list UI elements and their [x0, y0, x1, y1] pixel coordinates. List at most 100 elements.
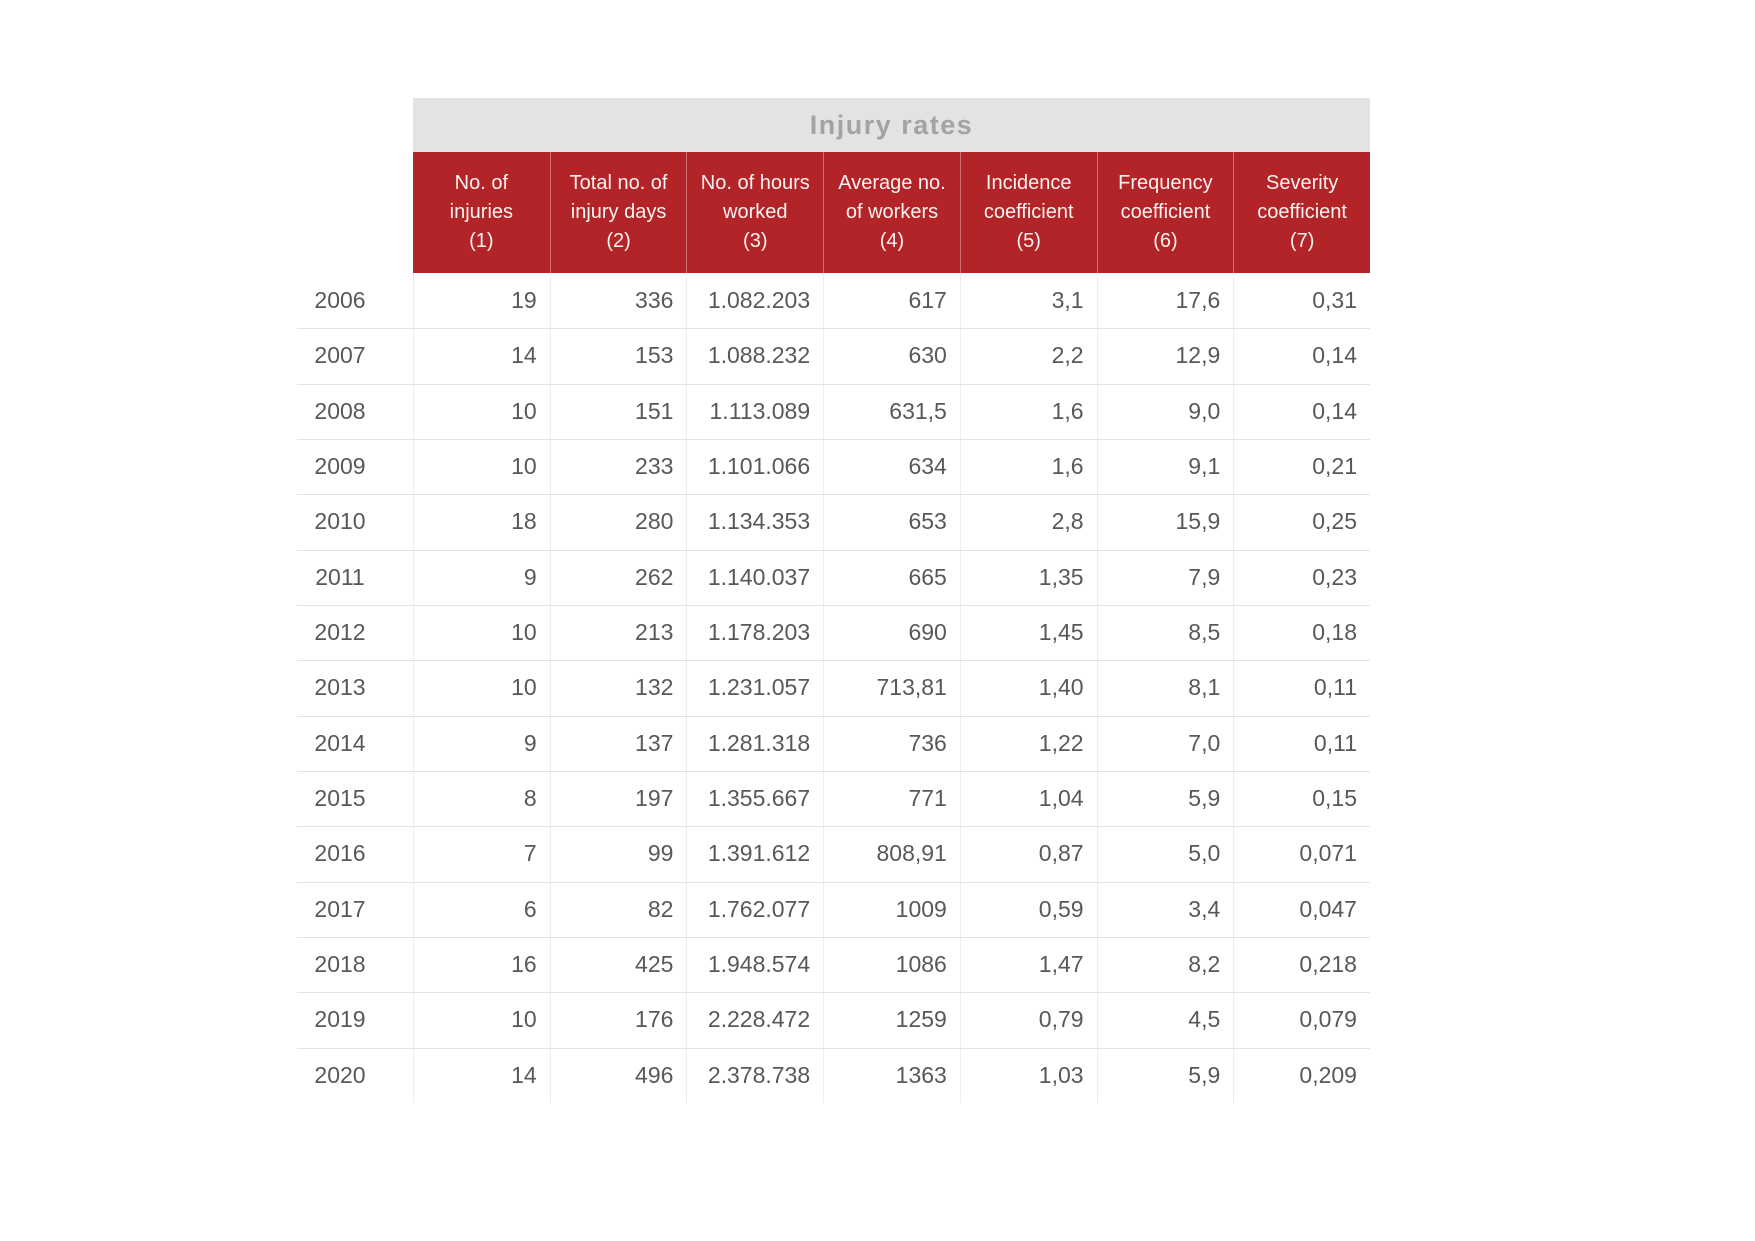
table-title-bar: Injury rates — [413, 98, 1370, 152]
cell-incidence: 0,87 — [959, 826, 1097, 882]
column-header-incidence: Incidence coefficient (5) — [959, 152, 1097, 273]
column-header-line: (3) — [743, 230, 768, 252]
table-row: 2019 10 176 2.228.472 1259 0,79 4,5 0,079 — [267, 992, 1370, 1048]
column-header-line: coefficient — [1120, 201, 1211, 223]
cell-incidence: 2,2 — [959, 328, 1097, 384]
cell-injury-days: 262 — [549, 549, 687, 605]
cell-incidence: 1,04 — [959, 770, 1097, 827]
cell-hours-worked: 1.140.037 — [686, 549, 823, 605]
cell-avg-workers: 771 — [823, 770, 960, 827]
cell-injury-days: 213 — [549, 604, 687, 661]
cell-severity: 0,21 — [1233, 438, 1370, 495]
cell-severity: 0,047 — [1233, 881, 1370, 937]
table-row: 2010 18 280 1.134.353 653 2,8 15,9 0,25 — [267, 494, 1370, 550]
cell-frequency: 9,0 — [1096, 383, 1234, 439]
cell-injuries: 8 — [413, 770, 550, 827]
cell-avg-workers: 665 — [823, 549, 960, 605]
column-header-line: injuries — [449, 201, 514, 223]
table-title: Injury rates — [809, 109, 974, 140]
cell-severity: 0,15 — [1233, 770, 1370, 827]
cell-severity: 0,11 — [1233, 660, 1370, 716]
table-row: 2018 16 425 1.948.574 1086 1,47 8,2 0,218 — [267, 936, 1370, 993]
column-header-line: coefficient — [1257, 201, 1347, 223]
cell-injuries: 10 — [413, 992, 550, 1048]
table-row: 2017 6 82 1.762.077 1009 0,59 3,4 0,047 — [267, 881, 1370, 937]
cell-injuries: 16 — [413, 936, 550, 993]
cell-incidence: 1,47 — [959, 936, 1097, 993]
cell-injuries: 10 — [413, 604, 550, 661]
column-header-line: coefficient — [983, 201, 1074, 223]
cell-injuries: 10 — [413, 438, 550, 495]
column-header-line: injury days — [570, 201, 667, 223]
cell-severity: 0,18 — [1233, 604, 1370, 661]
cell-frequency: 12,9 — [1096, 328, 1234, 384]
column-header-line: Severity — [1266, 172, 1339, 194]
table-row: 2006 19 336 1.082.203 617 3,1 17,6 0,31 — [267, 273, 1370, 329]
row-year-label: 2012 — [314, 619, 366, 646]
cell-hours-worked: 1.355.667 — [686, 770, 823, 827]
cell-injury-days: 132 — [549, 660, 687, 716]
row-year-label: 2008 — [314, 397, 366, 424]
column-header-frequency: Frequency coefficient (6) — [1096, 152, 1234, 273]
cell-injury-days: 153 — [549, 328, 687, 384]
row-year-label: 2019 — [314, 1006, 366, 1033]
cell-avg-workers: 690 — [823, 604, 960, 661]
cell-injuries: 18 — [413, 494, 550, 550]
cell-injuries: 10 — [413, 383, 550, 439]
cell-avg-workers: 617 — [823, 273, 960, 329]
table-row: 2013 10 132 1.231.057 713,81 1,40 8,1 0,11 — [267, 660, 1370, 716]
column-header-line: No. of hours — [700, 172, 810, 194]
column-header-line: Total no. of — [569, 172, 668, 194]
cell-avg-workers: 634 — [823, 438, 960, 495]
cell-hours-worked: 1.088.232 — [686, 328, 823, 384]
cell-injury-days: 496 — [549, 1047, 687, 1103]
cell-avg-workers: 808,91 — [823, 826, 960, 882]
cell-severity: 0,25 — [1233, 494, 1370, 550]
cell-hours-worked: 1.391.612 — [686, 826, 823, 882]
cell-injury-days: 137 — [549, 715, 687, 771]
cell-severity: 0,218 — [1233, 936, 1370, 993]
cell-hours-worked: 2.228.472 — [686, 992, 823, 1048]
row-year-label: 2011 — [315, 563, 365, 590]
cell-frequency: 8,2 — [1096, 936, 1234, 993]
table-row: 2009 10 233 1.101.066 634 1,6 9,1 0,21 — [267, 438, 1370, 495]
cell-frequency: 4,5 — [1096, 992, 1234, 1048]
table-row: 2007 14 153 1.088.232 630 2,2 12,9 0,14 — [267, 328, 1370, 384]
column-header-line: (5) — [1016, 230, 1041, 252]
cell-hours-worked: 2.378.738 — [686, 1047, 823, 1103]
cell-severity: 0,23 — [1233, 549, 1370, 605]
cell-incidence: 1,03 — [959, 1047, 1097, 1103]
row-year-label: 2016 — [314, 840, 366, 867]
table-row: 2014 9 137 1.281.318 736 1,22 7,0 0,11 — [267, 715, 1370, 771]
table-body: 2006 19 336 1.082.203 617 3,1 17,6 0,31 2007 14 15… — [267, 273, 1370, 1103]
cell-injury-days: 197 — [549, 770, 687, 827]
cell-injuries: 9 — [413, 549, 550, 605]
cell-injuries: 9 — [413, 715, 550, 771]
row-year-label: 2010 — [314, 508, 366, 535]
row-year-label: 2006 — [314, 287, 366, 314]
cell-incidence: 0,59 — [959, 881, 1097, 937]
column-header-line: Average no. — [838, 172, 946, 194]
cell-avg-workers: 631,5 — [823, 383, 960, 439]
cell-hours-worked: 1.113.089 — [686, 383, 823, 439]
cell-incidence: 1,22 — [959, 715, 1097, 771]
cell-injuries: 6 — [413, 881, 550, 937]
row-year-label: 2009 — [314, 453, 366, 480]
column-header-line: Frequency — [1118, 172, 1213, 194]
cell-injury-days: 99 — [549, 826, 687, 882]
column-header-line: No. of — [454, 172, 509, 194]
cell-severity: 0,209 — [1233, 1047, 1370, 1103]
cell-injury-days: 280 — [549, 494, 687, 550]
cell-severity: 0,079 — [1233, 992, 1370, 1048]
cell-frequency: 3,4 — [1096, 881, 1234, 937]
column-header-avg-workers: Average no. of workers (4) — [823, 152, 960, 273]
cell-frequency: 7,9 — [1096, 549, 1234, 605]
row-year-label: 2015 — [314, 785, 366, 812]
cell-avg-workers: 630 — [823, 328, 960, 384]
column-header-injury-days: Total no. of injury days (2) — [549, 152, 687, 273]
table-row: 2015 8 197 1.355.667 771 1,04 5,9 0,15 — [267, 770, 1370, 827]
cell-incidence: 0,79 — [959, 992, 1097, 1048]
cell-hours-worked: 1.082.203 — [686, 273, 823, 329]
cell-avg-workers: 736 — [823, 715, 960, 771]
cell-injury-days: 151 — [549, 383, 687, 439]
